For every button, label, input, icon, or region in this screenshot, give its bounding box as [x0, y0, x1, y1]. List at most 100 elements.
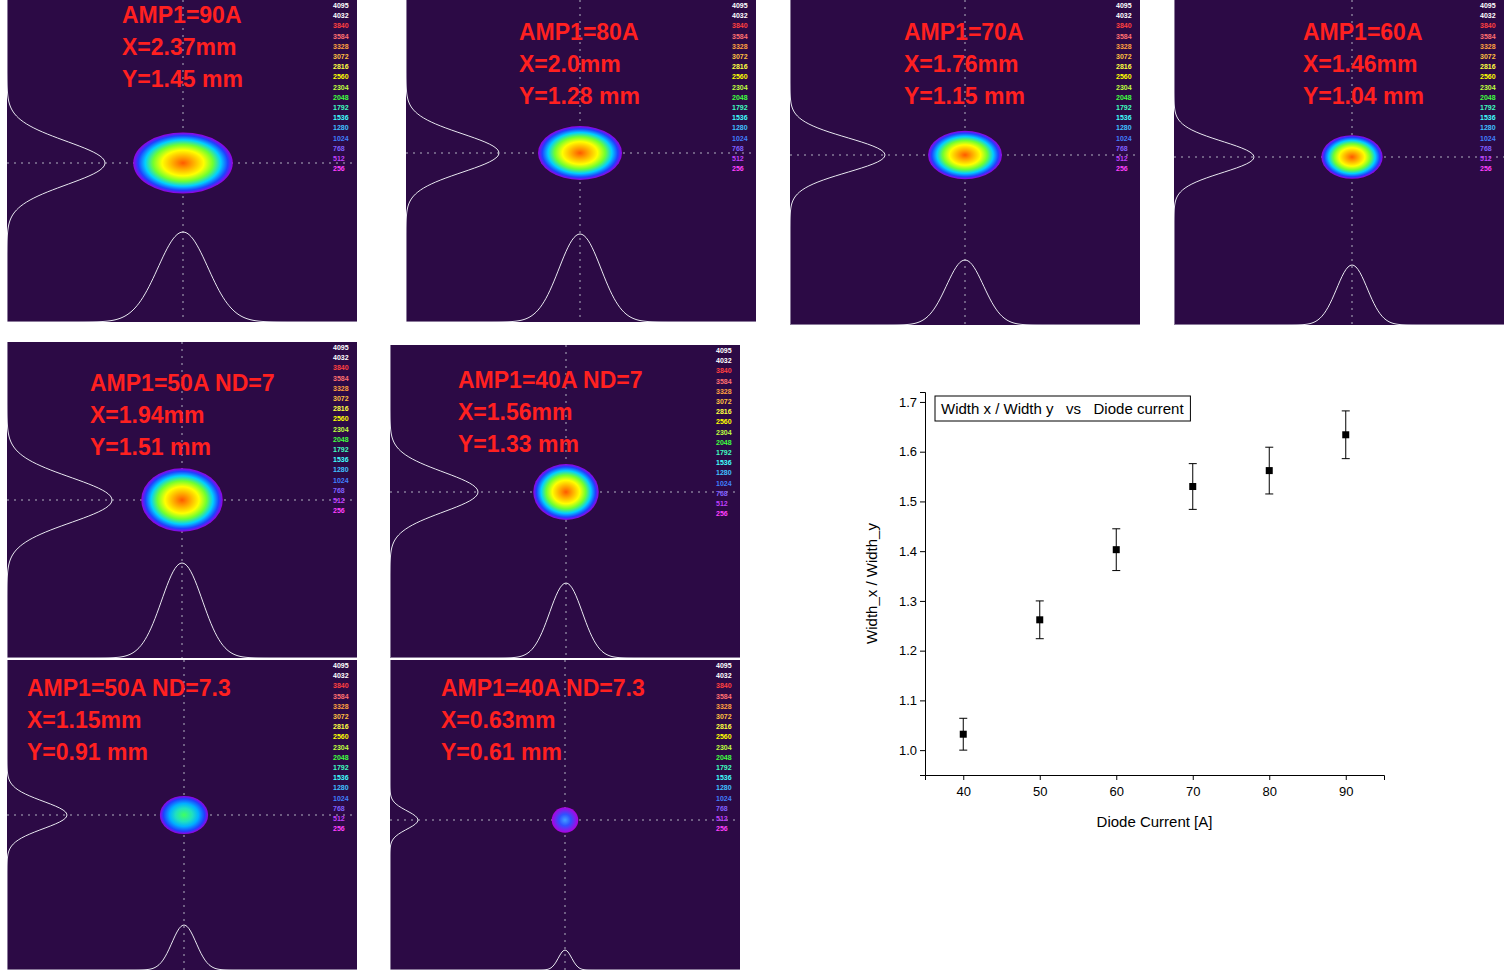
color-level-label: 3072	[716, 398, 732, 405]
panel-label: Y=1.51 mm	[90, 434, 211, 460]
beam-spot	[160, 796, 208, 834]
tick-mark	[920, 452, 925, 453]
panel-background	[7, 660, 357, 970]
panel-content	[1174, 0, 1504, 325]
profile-x	[406, 234, 756, 322]
color-level-label: 1024	[333, 795, 349, 802]
panel-background	[390, 660, 740, 970]
beam-panel: 4095403238403584332830722816256023042048…	[1174, 0, 1504, 325]
color-level-label: 256	[333, 165, 345, 172]
color-level-label: 1024	[333, 477, 349, 484]
color-level-label: 1536	[716, 459, 732, 466]
color-level-label: 2304	[716, 429, 732, 436]
panel-background	[1174, 0, 1504, 325]
color-level-label: 3584	[333, 693, 349, 700]
color-level-label: 1536	[1116, 114, 1132, 121]
panel-content	[790, 0, 1140, 325]
beam-panel: 4095403238403584332830722816256023042048…	[7, 0, 357, 322]
color-level-label: 512	[1116, 155, 1128, 162]
color-level-label: 3328	[333, 703, 349, 710]
color-level-label: 2304	[1480, 84, 1496, 91]
tick-mark	[1346, 775, 1347, 780]
panel-label: AMP1=50A ND=7.3	[27, 675, 231, 701]
color-level-label: 768	[716, 805, 728, 812]
color-level-label: 2048	[716, 754, 732, 761]
panel-label: Y=0.91 mm	[27, 739, 148, 765]
profile-x	[7, 232, 357, 322]
color-level-label: 256	[1480, 165, 1492, 172]
panel-label: Y=1.45 mm	[122, 66, 243, 92]
color-level-label: 2560	[716, 733, 732, 740]
plot-area	[959, 411, 1350, 750]
error-bar-cap	[1112, 528, 1120, 529]
color-level-label: 2304	[732, 84, 748, 91]
color-level-label: 1536	[1480, 114, 1496, 121]
tick-label: 1.2	[899, 643, 917, 658]
beam-panel: 4095403238403584332830722816256023042048…	[7, 342, 357, 658]
error-bar-cap	[1265, 447, 1273, 448]
color-level-label: 512	[716, 500, 728, 507]
beam-panel: 4095403238403584332830722816256023042048…	[390, 660, 740, 970]
error-bar-cap	[959, 750, 967, 751]
beam-spot	[141, 468, 222, 531]
profile-x	[790, 260, 1140, 325]
color-level-label: 2048	[333, 94, 349, 101]
color-level-label: 4032	[333, 354, 349, 361]
beam-spot	[552, 807, 578, 833]
color-level-label: 256	[1116, 165, 1128, 172]
panel-background	[406, 0, 756, 322]
tick-label: 90	[1339, 784, 1353, 799]
tick: 90	[1339, 775, 1353, 799]
data-point	[1189, 483, 1196, 490]
color-level-label: 3584	[1480, 33, 1496, 40]
profile-y	[1174, 0, 1254, 324]
panel-label: AMP1=60A	[1303, 19, 1423, 45]
color-level-label: 1280	[732, 124, 748, 131]
color-level-label: 2816	[333, 63, 349, 70]
panel-label: AMP1=50A ND=7	[90, 370, 275, 396]
x-axis: 405060708090	[926, 775, 1385, 799]
tick: 1.7	[899, 395, 925, 410]
color-level-label: 1536	[333, 114, 349, 121]
data-point	[1113, 546, 1120, 553]
x-axis-title: Diode Current [A]	[1097, 813, 1213, 830]
color-level-label: 1792	[732, 104, 748, 111]
page: 4095 4032 3840 3584 3328 3072 2816 2560 2304 2048…	[0, 0, 1510, 975]
color-level-label: 4032	[716, 357, 732, 364]
beam-spot	[538, 126, 622, 180]
y-axis-title: Width_x / Width_y	[863, 523, 880, 644]
error-bar-cap	[1265, 493, 1273, 494]
error-bar-cap	[1036, 600, 1044, 601]
color-level-label: 1280	[716, 469, 732, 476]
color-level-label: 1024	[716, 795, 732, 802]
color-level-label: 1792	[333, 104, 349, 111]
color-level-label: 512	[333, 155, 345, 162]
color-level-label: 512	[1480, 155, 1492, 162]
tick-mark	[963, 775, 964, 780]
tick-mark	[920, 551, 925, 552]
color-level-label: 2560	[333, 733, 349, 740]
panel-content	[390, 660, 740, 970]
profile-x	[7, 563, 357, 658]
data-point	[1036, 616, 1043, 623]
color-level-label: 3072	[716, 713, 732, 720]
profile-x	[7, 925, 357, 970]
color-level-label: 512	[333, 815, 345, 822]
color-level-label: 1280	[333, 124, 349, 131]
panel-label: X=1.56mm	[458, 399, 572, 425]
panel-label: X=2.37mm	[122, 34, 236, 60]
tick-label: 1.1	[899, 693, 917, 708]
color-level-label: 3328	[732, 43, 748, 50]
tick-mark	[920, 750, 925, 751]
color-level-label: 256	[333, 825, 345, 832]
color-level-label: 3840	[1116, 22, 1132, 29]
color-level-label: 1792	[1480, 104, 1496, 111]
beam-panel: 4095403238403584332830722816256023042048…	[406, 0, 756, 322]
color-level-label: 2048	[333, 754, 349, 761]
color-level-label: 1792	[333, 764, 349, 771]
color-level-label: 4095	[716, 662, 732, 669]
tick-label: 70	[1186, 784, 1200, 799]
color-level-label: 2816	[333, 723, 349, 730]
tick-label: 80	[1263, 784, 1277, 799]
color-level-label: 2816	[1480, 63, 1496, 70]
